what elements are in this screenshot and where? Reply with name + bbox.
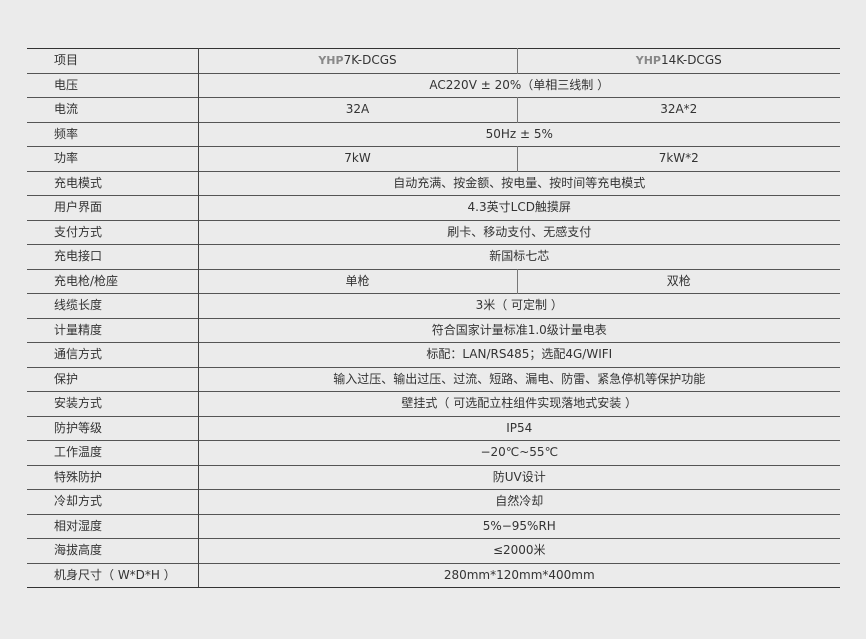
table-row: 防护等级 IP54 bbox=[27, 415, 840, 441]
row-label: 线缆长度 bbox=[27, 293, 199, 318]
table-row: 功率 7kW 7kW*2 bbox=[27, 146, 840, 171]
table-row: 支付方式 刷卡、移动支付、无感支付 bbox=[27, 219, 840, 245]
row-value: 刷卡、移动支付、无感支付 bbox=[198, 219, 840, 245]
row-label: 支付方式 bbox=[27, 219, 199, 245]
row-value: 4.3英寸LCD触摸屏 bbox=[198, 195, 840, 220]
table-row: 充电枪/枪座 单枪 双枪 bbox=[27, 268, 840, 294]
row-label: 用户界面 bbox=[27, 195, 199, 220]
table-row: 冷却方式 自然冷却 bbox=[27, 489, 840, 514]
row-value: 50Hz ± 5% bbox=[198, 121, 840, 147]
table-row: 特殊防护 防UV设计 bbox=[27, 464, 840, 490]
row-label: 充电枪/枪座 bbox=[27, 268, 199, 294]
row-label: 相对湿度 bbox=[27, 513, 199, 539]
row-value: ≤2000米 bbox=[198, 538, 840, 563]
row-value: 3米（ 可定制 ） bbox=[198, 293, 840, 318]
table-row: 计量精度 符合国家计量标准1.0级计量电表 bbox=[27, 317, 840, 343]
row-label: 频率 bbox=[27, 121, 199, 147]
model-name: 14K-DCGS bbox=[660, 53, 722, 68]
row-label: 通信方式 bbox=[27, 342, 199, 367]
row-value: 自动充满、按金额、按电量、按时间等充电模式 bbox=[198, 170, 840, 196]
row-label: 安装方式 bbox=[27, 391, 199, 416]
table-row: 海拔高度 ≤2000米 bbox=[27, 538, 840, 563]
value-7k: 7kW bbox=[198, 146, 518, 171]
row-label: 电压 bbox=[27, 72, 199, 98]
row-label: 机身尺寸（ W*D*H ） bbox=[27, 562, 199, 588]
table-row: 电流 32A 32A*2 bbox=[27, 97, 840, 122]
row-label: 充电模式 bbox=[27, 170, 199, 196]
row-value: 标配：LAN/RS485；选配4G/WIFI bbox=[198, 342, 840, 367]
value-14k: 7kW*2 bbox=[517, 146, 840, 171]
row-value: IP54 bbox=[198, 415, 840, 441]
value-7k: 32A bbox=[198, 97, 518, 122]
row-value: 5%−95%RH bbox=[198, 513, 840, 539]
row-label: 海拔高度 bbox=[27, 538, 199, 563]
row-label: 计量精度 bbox=[27, 317, 199, 343]
row-value: −20℃~55℃ bbox=[198, 440, 840, 465]
row-value: 自然冷却 bbox=[198, 489, 840, 514]
row-value: 新国标七芯 bbox=[198, 244, 840, 269]
row-value: 符合国家计量标准1.0级计量电表 bbox=[198, 317, 840, 343]
value-14k: 32A*2 bbox=[517, 97, 840, 122]
row-value: AC220V ± 20%（单相三线制 ） bbox=[198, 72, 840, 98]
table-row: 线缆长度 3米（ 可定制 ） bbox=[27, 293, 840, 318]
table-row: 充电接口 新国标七芯 bbox=[27, 244, 840, 269]
row-label: 防护等级 bbox=[27, 415, 199, 441]
row-label: 充电接口 bbox=[27, 244, 199, 269]
table-row: 工作温度 −20℃~55℃ bbox=[27, 440, 840, 465]
spec-table: 项目 YHP7K-DCGS YHP14K-DCGS 电压 AC220V ± 20%… bbox=[27, 48, 840, 588]
table-row: 频率 50Hz ± 5% bbox=[27, 121, 840, 147]
row-label: 功率 bbox=[27, 146, 199, 171]
brand-text: YHP bbox=[318, 54, 344, 68]
model-14k: YHP14K-DCGS bbox=[517, 48, 840, 73]
brand-text: YHP bbox=[635, 54, 661, 68]
table-row: 用户界面 4.3英寸LCD触摸屏 bbox=[27, 195, 840, 220]
value-14k: 双枪 bbox=[517, 268, 840, 294]
row-label: 冷却方式 bbox=[27, 489, 199, 514]
model-name: 7K-DCGS bbox=[343, 53, 397, 68]
table-row: 保护 输入过压、输出过压、过流、短路、漏电、防雷、紧急停机等保护功能 bbox=[27, 366, 840, 392]
row-value: 防UV设计 bbox=[198, 464, 840, 490]
row-value: 280mm*120mm*400mm bbox=[198, 562, 840, 588]
row-label: 电流 bbox=[27, 97, 199, 122]
table-row: 电压 AC220V ± 20%（单相三线制 ） bbox=[27, 72, 840, 98]
value-7k: 单枪 bbox=[198, 268, 518, 294]
row-value: 壁挂式（ 可选配立柱组件实现落地式安装 ） bbox=[198, 391, 840, 416]
table-row: 通信方式 标配：LAN/RS485；选配4G/WIFI bbox=[27, 342, 840, 367]
model-7k: YHP7K-DCGS bbox=[198, 48, 518, 73]
table-row: 充电模式 自动充满、按金额、按电量、按时间等充电模式 bbox=[27, 170, 840, 196]
row-label: 保护 bbox=[27, 366, 199, 392]
header-label: 项目 bbox=[27, 48, 199, 73]
table-row: 机身尺寸（ W*D*H ） 280mm*120mm*400mm bbox=[27, 562, 840, 588]
table-header-row: 项目 YHP7K-DCGS YHP14K-DCGS bbox=[27, 48, 840, 73]
row-label: 工作温度 bbox=[27, 440, 199, 465]
row-label: 特殊防护 bbox=[27, 464, 199, 490]
table-row: 相对湿度 5%−95%RH bbox=[27, 513, 840, 539]
row-value: 输入过压、输出过压、过流、短路、漏电、防雷、紧急停机等保护功能 bbox=[198, 366, 840, 392]
table-row: 安装方式 壁挂式（ 可选配立柱组件实现落地式安装 ） bbox=[27, 391, 840, 416]
